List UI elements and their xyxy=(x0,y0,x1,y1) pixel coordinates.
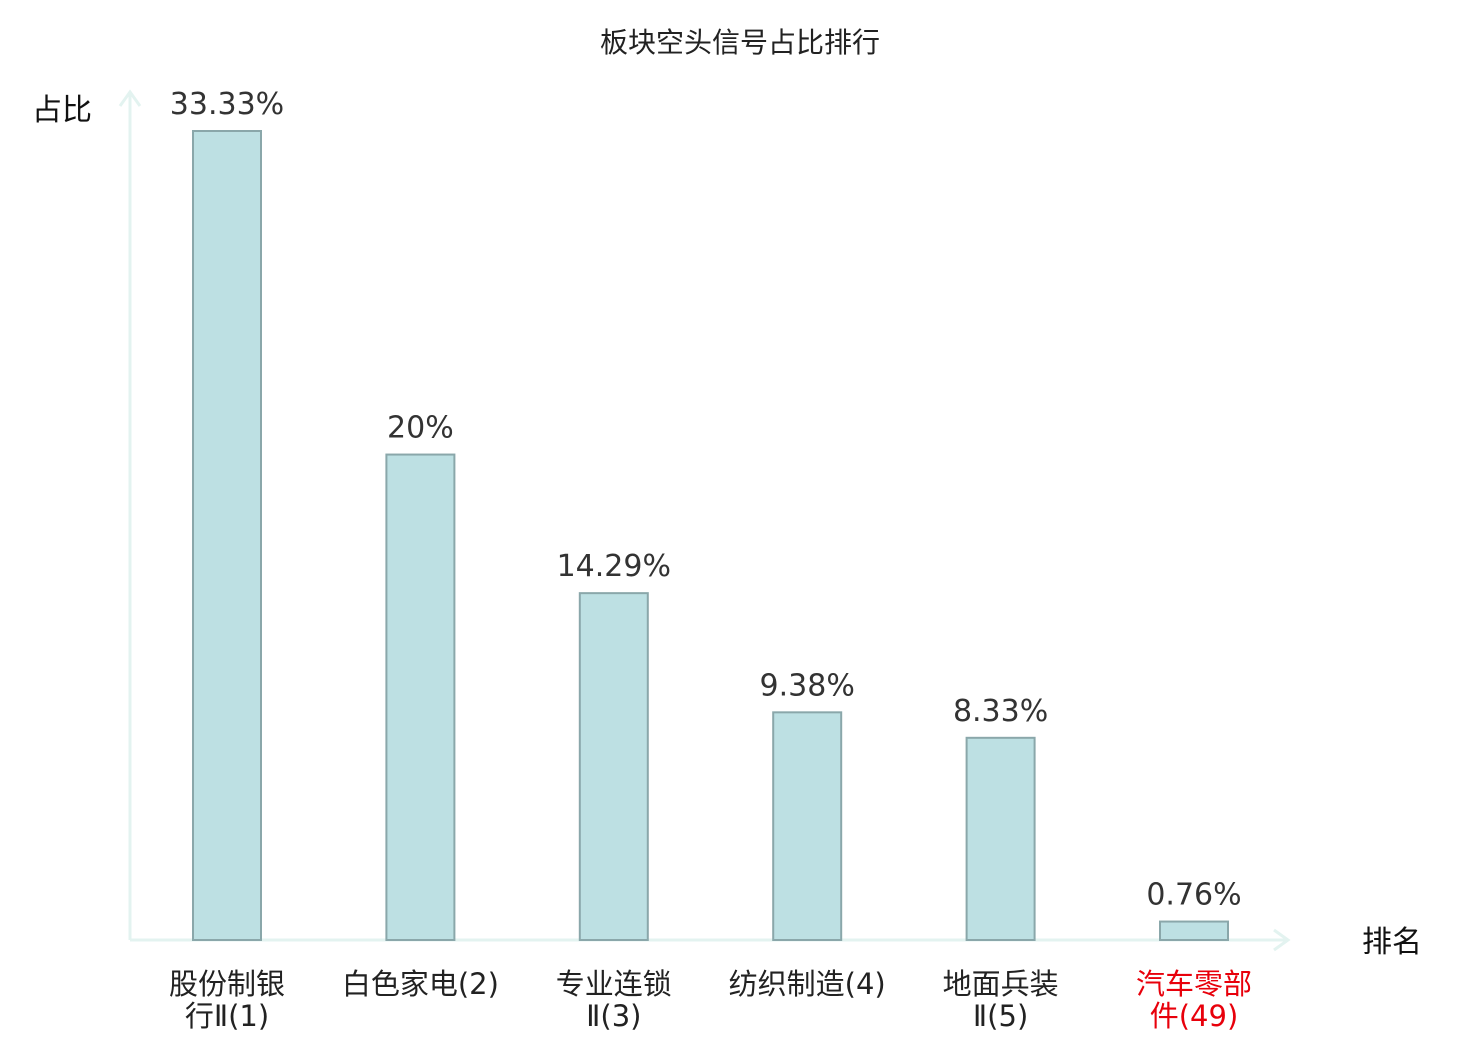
category-label: 股份制银 xyxy=(169,967,285,1001)
y-axis-label: 占比 xyxy=(32,93,92,128)
value-label: 20% xyxy=(387,411,454,446)
value-label: 8.33% xyxy=(953,694,1048,729)
x-axis-label: 排名 xyxy=(1362,925,1422,960)
bar xyxy=(385,453,456,941)
bar xyxy=(578,592,649,942)
axes xyxy=(118,89,1291,952)
category-label-line2: 行Ⅱ(1) xyxy=(185,999,269,1033)
bar xyxy=(192,130,262,941)
category-label: 汽车零部 xyxy=(1136,967,1252,1001)
category-label-line2: 件(49) xyxy=(1150,999,1239,1033)
value-label: 14.29% xyxy=(557,549,671,584)
y-axis-arrow xyxy=(118,89,142,107)
category-label: 白色家电(2) xyxy=(342,967,499,1001)
category-label: 专业连锁 xyxy=(556,967,672,1001)
bar xyxy=(1159,920,1229,942)
category-label: 地面兵装 xyxy=(943,967,1059,1001)
value-label: 33.33% xyxy=(170,87,284,122)
value-label: 9.38% xyxy=(760,668,855,703)
bar xyxy=(772,711,843,942)
category-label: 纺织制造(4) xyxy=(729,967,886,1001)
value-label: 0.76% xyxy=(1146,878,1241,913)
x-axis-arrow xyxy=(1273,928,1291,952)
category-label-line2: Ⅱ(5) xyxy=(973,999,1028,1033)
category-label-line2: Ⅱ(3) xyxy=(586,999,641,1033)
chart-title: 板块空头信号占比排行 xyxy=(600,26,880,59)
bar xyxy=(965,736,1036,941)
